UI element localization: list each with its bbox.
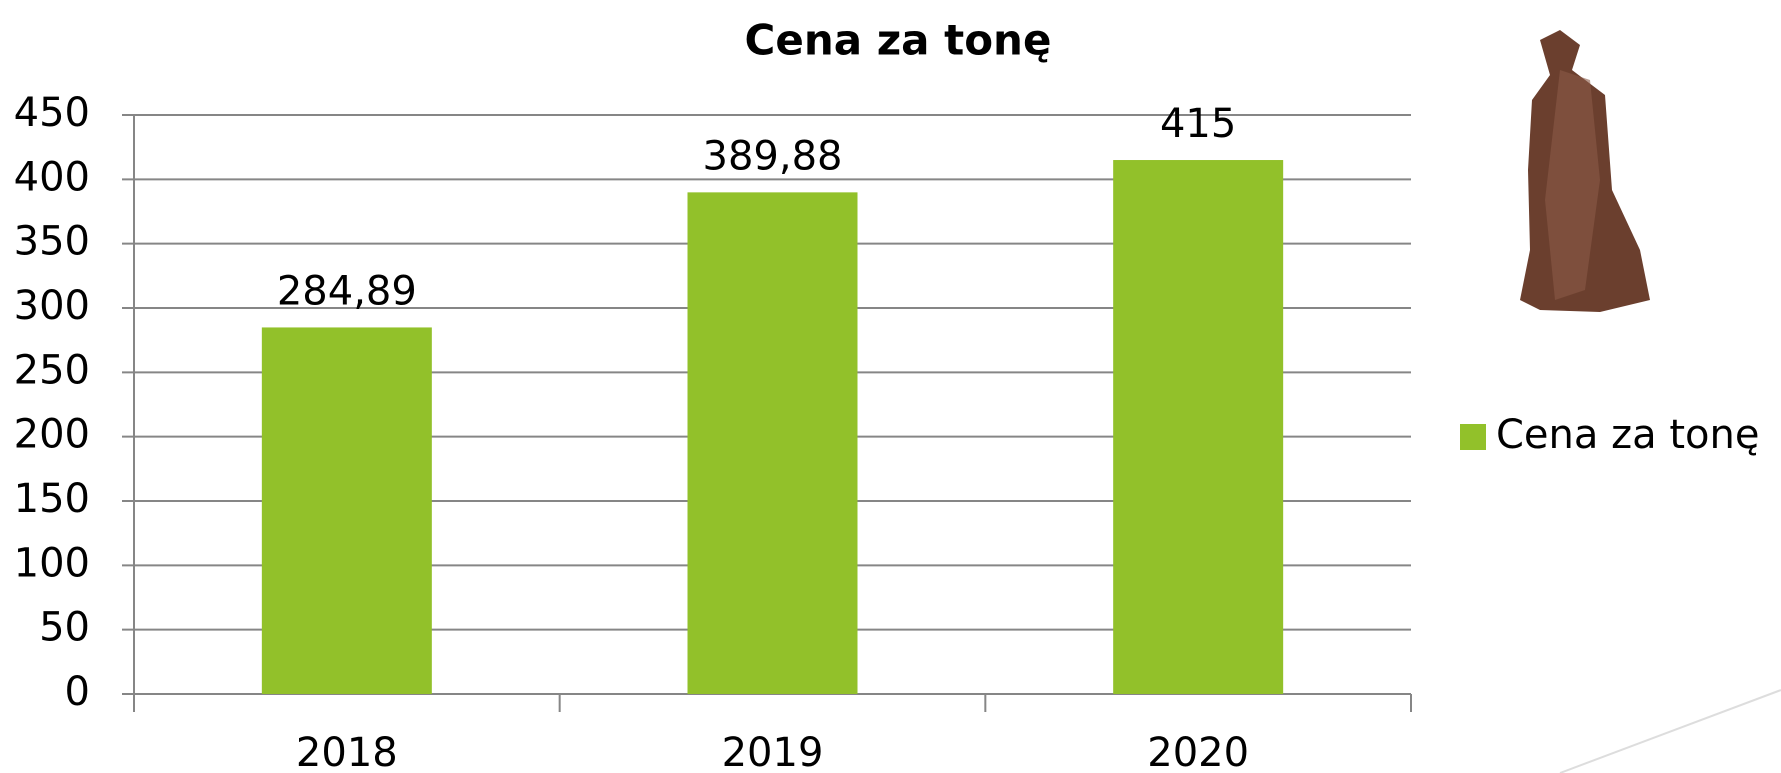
y-tick-label: 300	[14, 283, 90, 329]
chart: Cena za tonę 0 50 100 150 200 250 300 350 400 450…	[0, 0, 1781, 773]
data-label: 389,88	[703, 133, 843, 179]
y-tick-label: 250	[14, 347, 90, 393]
x-tick-label: 2019	[722, 730, 824, 773]
y-tick-label: 450	[14, 90, 90, 136]
x-tick-label: 2018	[296, 730, 398, 773]
y-tick-label: 100	[14, 540, 90, 586]
bar	[688, 192, 858, 694]
x-tick-label: 2020	[1147, 730, 1249, 773]
y-tick-label: 350	[14, 219, 90, 265]
decor-line	[1560, 690, 1781, 773]
bar	[1113, 160, 1283, 694]
legend-swatch	[1460, 424, 1486, 450]
chart-title: Cena za tonę	[745, 16, 1052, 65]
y-tick-label: 50	[39, 605, 90, 651]
data-label: 415	[1160, 101, 1236, 147]
legend-label: Cena za tonę	[1496, 412, 1759, 458]
y-tick-label: 0	[65, 669, 90, 715]
bar	[262, 327, 432, 694]
data-label: 284,89	[277, 268, 417, 314]
bag-image	[1520, 30, 1650, 312]
y-tick-label: 150	[14, 476, 90, 522]
y-tick-label: 400	[14, 154, 90, 200]
y-tick-label: 200	[14, 412, 90, 458]
